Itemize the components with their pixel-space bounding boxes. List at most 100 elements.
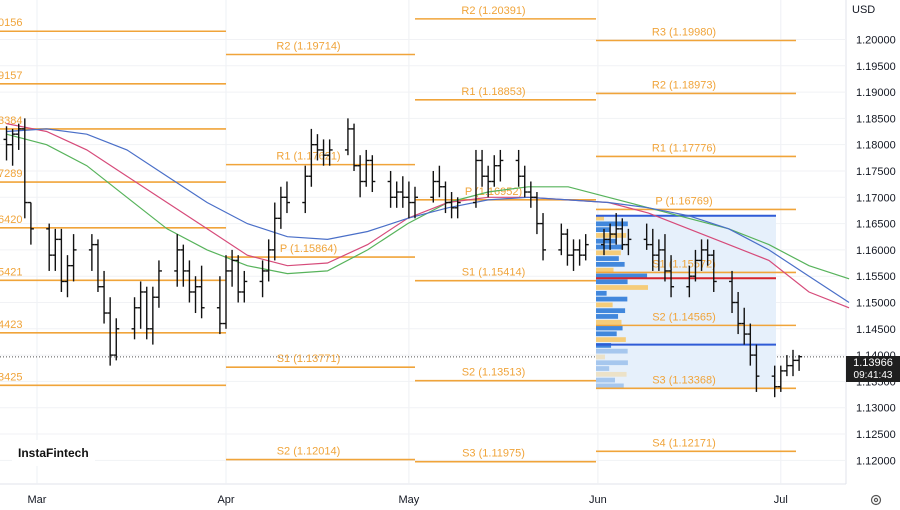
ohlc-bar <box>753 344 760 392</box>
volume-profile-bar <box>596 314 619 319</box>
price-tick-label: 1.17500 <box>856 166 896 178</box>
ohlc-bar <box>430 170 437 203</box>
volume-profile-bar <box>596 337 626 342</box>
pivot-label: P (1.15864) <box>280 243 337 255</box>
volume-profile-bar <box>596 296 628 302</box>
volume-profile-bar <box>596 238 616 244</box>
currency-label[interactable]: USD <box>852 4 876 16</box>
volume-profile-bar <box>596 221 628 227</box>
pivot-label: S3 (1.13368) <box>652 374 716 386</box>
time-tick-label: Jun <box>589 494 607 506</box>
volume-profile-bar <box>596 383 624 389</box>
ohlc-bar <box>351 123 358 171</box>
volume-profile-bar <box>596 279 628 285</box>
ohlc-bar <box>582 234 589 261</box>
moving-averages <box>6 123 850 309</box>
price-tick-label: 1.16000 <box>856 245 896 257</box>
volume-profile-bar <box>596 285 648 290</box>
ohlc-bar <box>771 365 778 398</box>
ohlc-bar <box>479 149 486 187</box>
pivot-label: R1 (1.17776) <box>652 142 716 154</box>
watermark-logo: InstaFintech <box>12 440 95 466</box>
volume-profile-bar <box>596 290 607 296</box>
price-tick-label: 1.12500 <box>856 429 896 441</box>
ohlc-bar <box>698 239 705 271</box>
ohlc-bar <box>192 276 199 314</box>
ohlc-bar <box>223 255 229 329</box>
price-tick-label: 1.16500 <box>856 219 896 231</box>
ohlc-bar <box>314 134 321 161</box>
ohlc-bar <box>472 149 479 208</box>
ohlc-bar <box>326 139 333 166</box>
ohlc-bar <box>363 149 370 187</box>
pivot-label: 5421 <box>0 266 22 278</box>
price-tick-label: 1.18000 <box>856 140 896 152</box>
price-tick-label: 1.19000 <box>856 87 896 99</box>
volume-profile-bar <box>596 348 628 354</box>
time-tick-label: Jul <box>774 494 788 506</box>
pivot-label: S1 (1.15414) <box>462 267 526 279</box>
ohlc-bar <box>558 223 565 256</box>
ohlc-bar <box>625 228 632 256</box>
pivot-label: P (1.16769) <box>655 195 712 207</box>
ohlc-bar <box>52 228 59 271</box>
pivot-label: 3425 <box>0 371 22 383</box>
price-tick-label: 1.19500 <box>856 61 896 73</box>
ohlc-bar <box>186 260 193 303</box>
pivot-label: R2 (1.20391) <box>461 5 525 17</box>
ohlc-bar <box>9 128 16 166</box>
ohlc-bar <box>344 118 351 156</box>
ohlc-bar <box>783 355 790 377</box>
ohlc-bar <box>564 228 571 266</box>
ohlc-bar <box>704 239 711 266</box>
ohlc-bar <box>485 165 492 198</box>
volume-profile-bar <box>596 360 628 366</box>
ohlc-bar <box>643 223 650 250</box>
ohlc-bar <box>576 239 583 266</box>
volume-profile-bar <box>596 366 610 371</box>
ohlc-bar <box>320 139 327 166</box>
volume-profile-bar <box>596 256 619 261</box>
ohlc-bar <box>533 192 540 235</box>
ohlc-bar <box>241 270 248 303</box>
gear-icon[interactable] <box>870 494 882 506</box>
ohlc-bar <box>70 234 77 282</box>
pivot-label: 6420 <box>0 214 22 226</box>
ohlc-bar <box>710 249 717 292</box>
volume-profile-bar <box>596 250 621 256</box>
pivot-label: S1 (1.15572) <box>652 258 716 270</box>
price-tick-label: 1.13000 <box>856 403 896 415</box>
ohlc-bar <box>302 165 309 214</box>
volume-profile-bar <box>596 227 611 233</box>
ohlc-bar <box>198 265 205 319</box>
ohlc-bar <box>64 255 71 298</box>
volume-profile-bar <box>596 325 623 331</box>
ohlc-bar <box>491 155 498 187</box>
ohlc-bar <box>27 201 34 245</box>
ohlc-bar <box>527 181 534 208</box>
ohlc-bar <box>741 307 748 345</box>
ohlc-bar <box>649 228 656 271</box>
ohlc-bars <box>3 118 803 398</box>
ohlc-bar <box>180 244 187 287</box>
ohlc-bar <box>619 218 626 250</box>
ohlc-bar <box>729 270 736 314</box>
ohlc-bar <box>399 176 406 208</box>
ohlc-bar <box>283 181 290 214</box>
ohlc-bar <box>540 213 547 261</box>
pivot-label: 4423 <box>0 319 22 331</box>
price-tick-label: 1.14500 <box>856 324 896 336</box>
ohlc-bar <box>131 297 138 340</box>
ohlc-bar <box>101 270 108 324</box>
ohlc-bar <box>387 170 394 208</box>
ohlc-bar <box>686 265 693 298</box>
pivot-label: 7289 <box>0 168 22 180</box>
time-axis[interactable]: Mar Apr May Jun Jul <box>28 494 788 506</box>
ohlc-bar <box>137 281 144 329</box>
pivot-label: S2 (1.13513) <box>462 367 526 379</box>
ohlc-bar <box>3 126 10 161</box>
ohlc-bar <box>521 165 528 198</box>
time-tick-label: Mar <box>28 494 47 506</box>
ohlc-bar <box>412 186 418 219</box>
ohlc-bar <box>308 128 315 187</box>
